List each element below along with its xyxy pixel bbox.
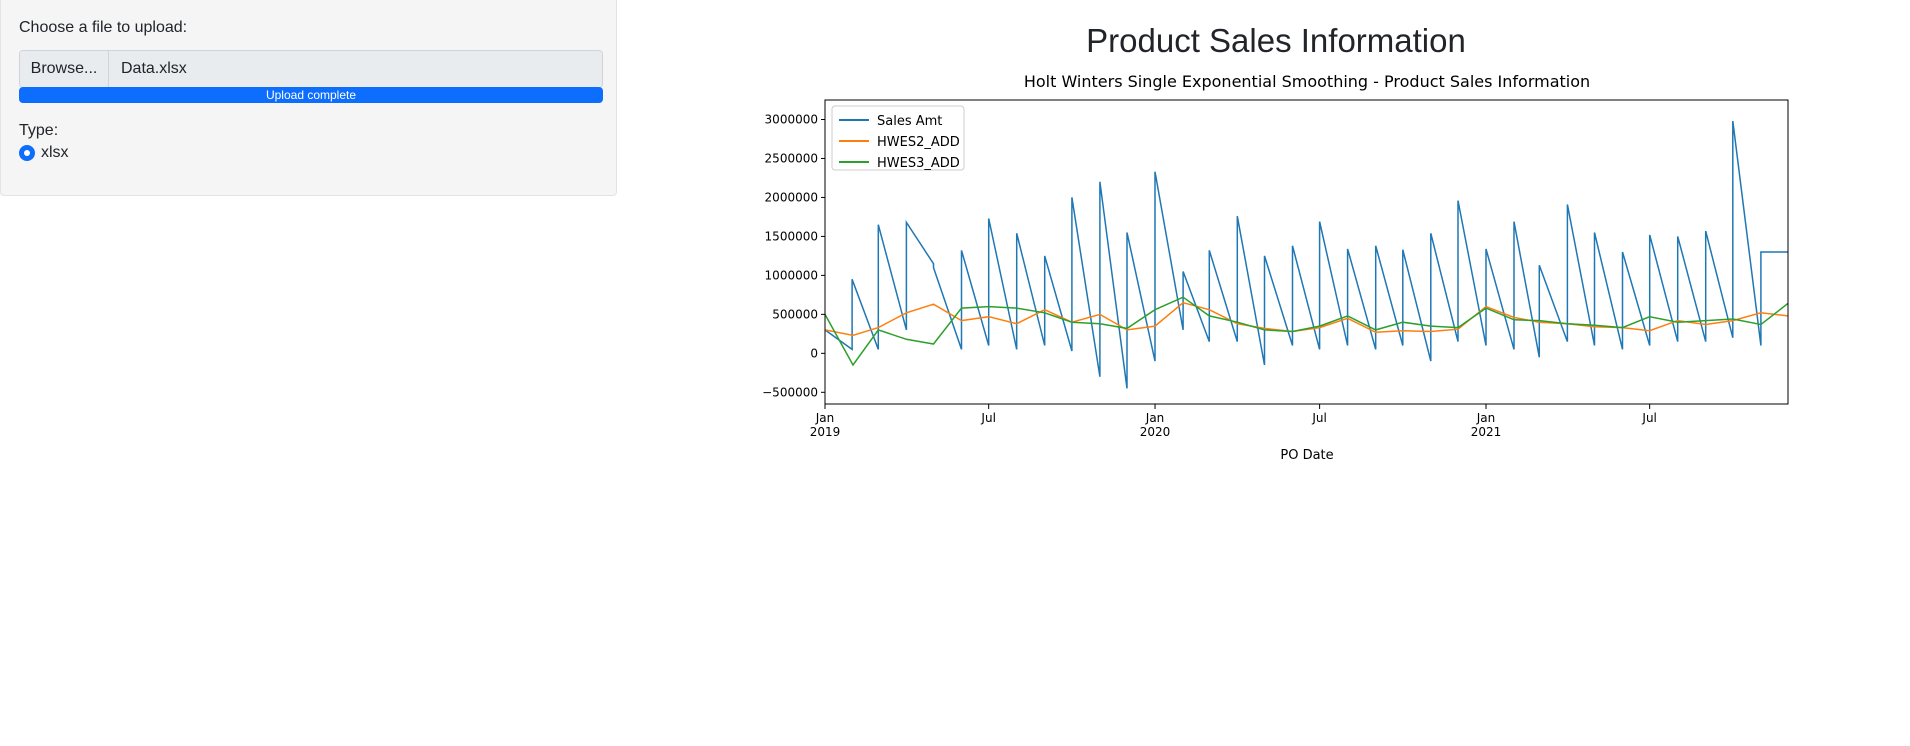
x-tick-label: Jul	[980, 411, 995, 425]
legend-label: HWES3_ADD	[877, 156, 960, 171]
legend-label: HWES2_ADD	[877, 135, 960, 150]
plot-frame	[824, 99, 1789, 405]
file-input-group[interactable]: Browse... Data.xlsx	[19, 50, 603, 88]
legend-label: Sales Amt	[877, 114, 942, 129]
type-radio-xlsx[interactable]: xlsx	[19, 144, 69, 162]
x-tick-label: Jul	[1311, 411, 1326, 425]
legend-box	[831, 105, 965, 171]
x-tick-label: Jan	[1145, 411, 1165, 425]
y-tick-label: 1500000	[765, 229, 818, 243]
y-tick-label: 2000000	[765, 190, 818, 204]
sidebar-panel: Choose a file to upload: Browse... Data.…	[0, 0, 617, 196]
type-label: Type:	[19, 122, 59, 139]
file-upload-label: Choose a file to upload:	[19, 19, 188, 36]
browse-button[interactable]: Browse...	[20, 51, 109, 87]
x-tick-year-label: 2020	[1140, 425, 1171, 439]
chart-x-label: PO Date	[1280, 448, 1333, 463]
radio-dot	[24, 150, 30, 156]
x-tick-label: Jul	[1641, 411, 1656, 425]
sales-chart: Holt Winters Single Exponential Smoothin…	[762, 72, 1789, 463]
chart-title: Holt Winters Single Exponential Smoothin…	[1024, 72, 1590, 91]
y-tick-label: 3000000	[765, 112, 818, 126]
y-tick-label: 0	[810, 346, 818, 360]
y-tick-label: 1000000	[765, 268, 818, 282]
type-option-label: xlsx	[41, 144, 69, 161]
y-tick-label: −500000	[762, 385, 818, 399]
x-tick-label: Jan	[1476, 411, 1496, 425]
series-line-0	[824, 120, 1788, 389]
x-tick-year-label: 2019	[810, 425, 841, 439]
x-tick-year-label: 2021	[1471, 425, 1502, 439]
radio-selected-icon[interactable]	[19, 145, 35, 161]
y-tick-label: 500000	[772, 307, 818, 321]
file-name-field[interactable]: Data.xlsx	[109, 51, 602, 87]
series-line-2	[824, 296, 1789, 367]
y-tick-label: 2500000	[765, 151, 818, 165]
upload-progress-text: Upload complete	[265, 88, 357, 102]
upload-progress-bar: Upload complete	[19, 87, 603, 103]
x-tick-label: Jan	[815, 411, 835, 425]
page-title: Product Sales Information	[1086, 22, 1466, 59]
